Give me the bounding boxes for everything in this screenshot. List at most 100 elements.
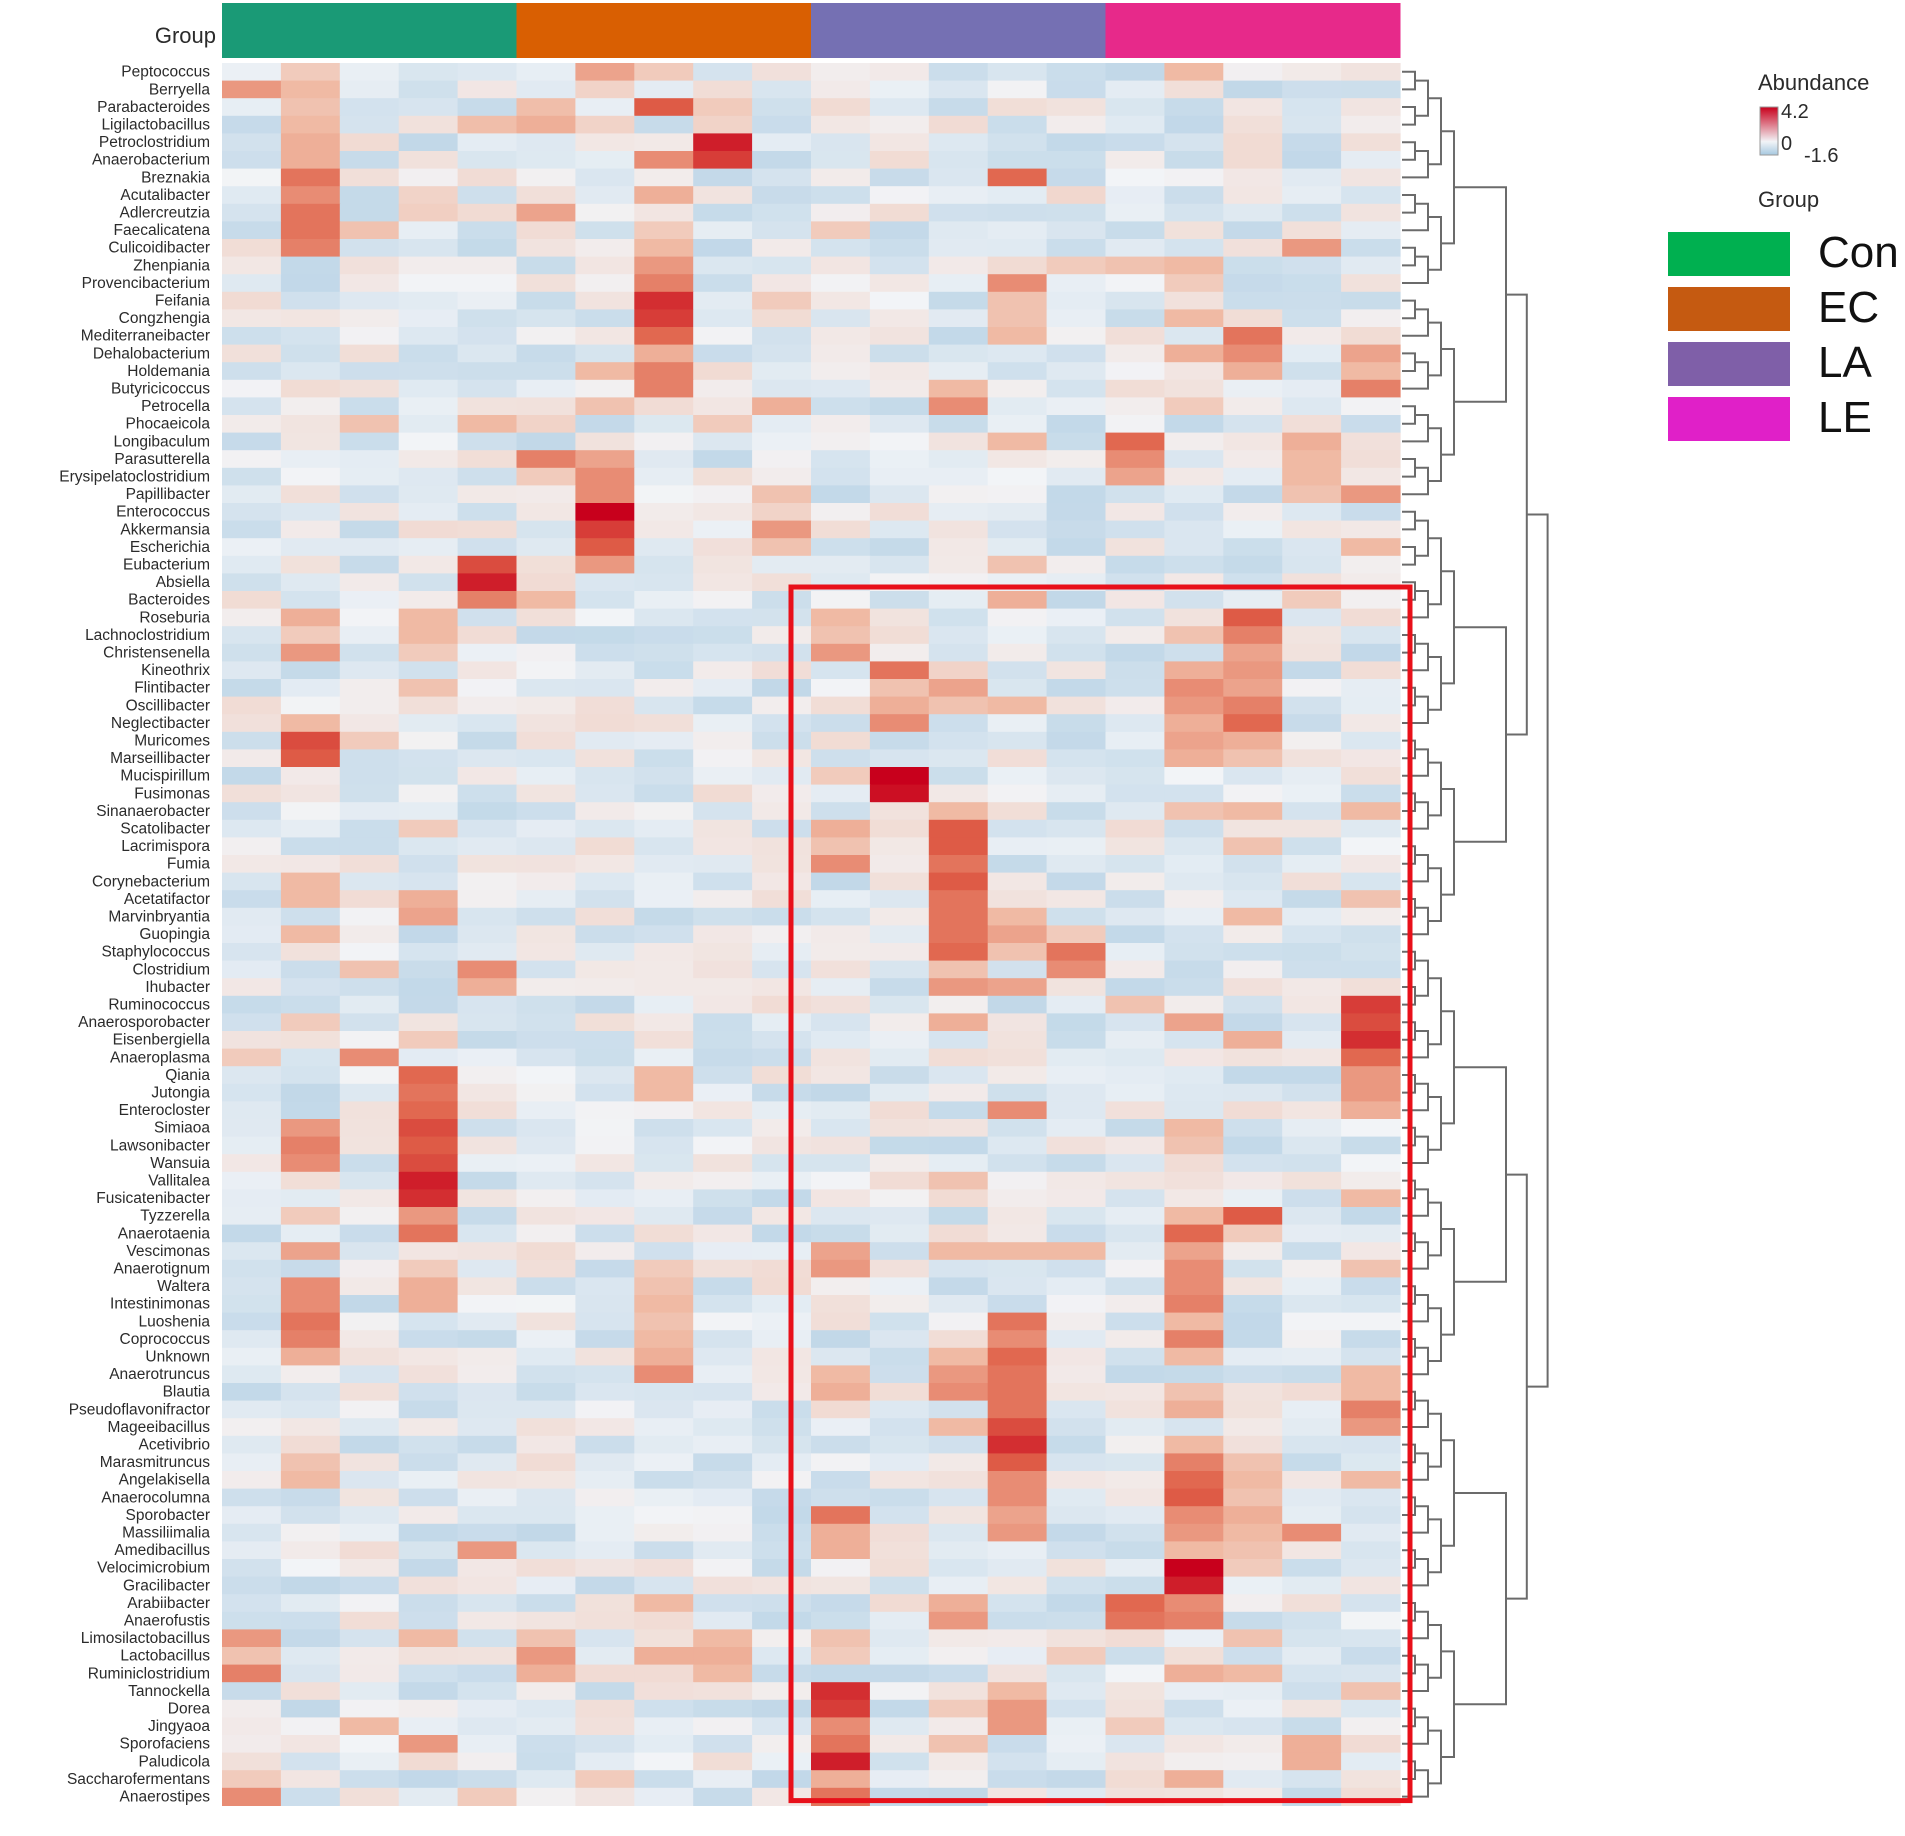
cell-20-6: [575, 415, 635, 434]
cell-53-4: [457, 995, 518, 1014]
cell-37-1: [280, 714, 341, 733]
row-label: Gracilibacter: [123, 1577, 210, 1594]
cell-35-19: [1341, 679, 1401, 698]
cell-54-18: [1282, 1013, 1342, 1032]
cell-84-1: [280, 1541, 341, 1560]
dendrogram-branch: [1428, 656, 1442, 711]
cell-69-6: [575, 1277, 635, 1296]
cell-46-18: [1282, 872, 1342, 891]
cell-38-0: [222, 731, 282, 750]
cell-62-5: [516, 1154, 576, 1173]
cell-16-15: [1105, 344, 1165, 363]
cell-12-10: [811, 274, 871, 293]
cell-78-18: [1282, 1435, 1342, 1454]
dendrogram-branch: [1454, 626, 1507, 843]
cell-51-14: [1046, 960, 1107, 979]
row-label: Angelakisella: [119, 1472, 211, 1489]
cell-26-10: [811, 520, 871, 539]
cell-90-13: [987, 1647, 1048, 1666]
cell-88-18: [1282, 1611, 1342, 1630]
cell-28-19: [1341, 555, 1401, 574]
cell-41-7: [634, 784, 694, 803]
cell-35-17: [1223, 679, 1283, 698]
cell-3-3: [398, 115, 459, 134]
cell-43-4: [457, 819, 518, 838]
cell-85-12: [928, 1559, 989, 1578]
cell-31-16: [1164, 608, 1224, 627]
cell-44-15: [1105, 837, 1165, 856]
cell-21-1: [280, 432, 341, 451]
cell-63-8: [693, 1171, 753, 1190]
cell-51-11: [869, 960, 930, 979]
cell-25-1: [280, 503, 341, 522]
cell-23-2: [339, 467, 400, 486]
cell-61-17: [1223, 1136, 1283, 1155]
cell-11-17: [1223, 256, 1283, 275]
cell-89-3: [398, 1629, 459, 1648]
cell-10-10: [811, 239, 871, 258]
cell-13-1: [280, 291, 341, 310]
cell-30-8: [693, 591, 753, 610]
cell-31-2: [339, 608, 400, 627]
cell-24-13: [987, 485, 1048, 504]
cell-79-2: [339, 1453, 400, 1472]
row-label: Adlercreutzia: [120, 205, 211, 222]
cell-95-3: [398, 1735, 459, 1754]
row-label: Dehalobacterium: [93, 345, 210, 362]
cell-66-12: [928, 1224, 989, 1243]
cell-59-14: [1046, 1101, 1107, 1120]
cell-75-18: [1282, 1383, 1342, 1402]
cell-40-2: [339, 767, 400, 786]
colorscale-legend: Abundance 4.2 0 -1.6 Group: [1758, 70, 1869, 212]
cell-30-11: [869, 591, 930, 610]
cell-50-15: [1105, 943, 1165, 962]
cell-34-17: [1223, 661, 1283, 680]
cell-54-19: [1341, 1013, 1401, 1032]
cell-71-11: [869, 1312, 930, 1331]
cell-31-3: [398, 608, 459, 627]
cell-60-11: [869, 1119, 930, 1138]
dendrogram-branch: [1428, 867, 1442, 922]
cell-98-11: [869, 1787, 930, 1806]
cell-98-5: [516, 1787, 576, 1806]
cell-95-18: [1282, 1735, 1342, 1754]
cell-30-14: [1046, 591, 1107, 610]
cell-15-2: [339, 327, 400, 346]
cell-2-11: [869, 98, 930, 117]
cell-10-7: [634, 239, 694, 258]
cell-92-13: [987, 1682, 1048, 1701]
cell-62-15: [1105, 1154, 1165, 1173]
cell-4-4: [457, 133, 518, 152]
cell-26-2: [339, 520, 400, 539]
cell-25-0: [222, 503, 282, 522]
cell-27-18: [1282, 538, 1342, 557]
cell-4-2: [339, 133, 400, 152]
cell-38-15: [1105, 731, 1165, 750]
dendrogram-branch: [1428, 216, 1442, 271]
cell-90-18: [1282, 1647, 1342, 1666]
cell-14-12: [928, 309, 989, 328]
cell-56-11: [869, 1048, 930, 1067]
cell-76-17: [1223, 1400, 1283, 1419]
row-label: Papillibacter: [126, 486, 210, 503]
cell-98-0: [222, 1787, 282, 1806]
cell-11-18: [1282, 256, 1342, 275]
cell-17-7: [634, 362, 694, 381]
cell-52-17: [1223, 978, 1283, 997]
cell-28-10: [811, 555, 871, 574]
cell-53-2: [339, 995, 400, 1014]
cell-14-7: [634, 309, 694, 328]
cell-53-14: [1046, 995, 1107, 1014]
cell-86-19: [1341, 1576, 1401, 1595]
cell-13-14: [1046, 291, 1107, 310]
cell-66-3: [398, 1224, 459, 1243]
dendrogram-branch: [1428, 1412, 1442, 1468]
cell-25-9: [752, 503, 812, 522]
cell-5-4: [457, 151, 518, 170]
cell-77-19: [1341, 1418, 1401, 1437]
row-label: Feifania: [155, 293, 211, 310]
cell-95-12: [928, 1735, 989, 1754]
cell-38-10: [811, 731, 871, 750]
cell-67-2: [339, 1242, 400, 1261]
